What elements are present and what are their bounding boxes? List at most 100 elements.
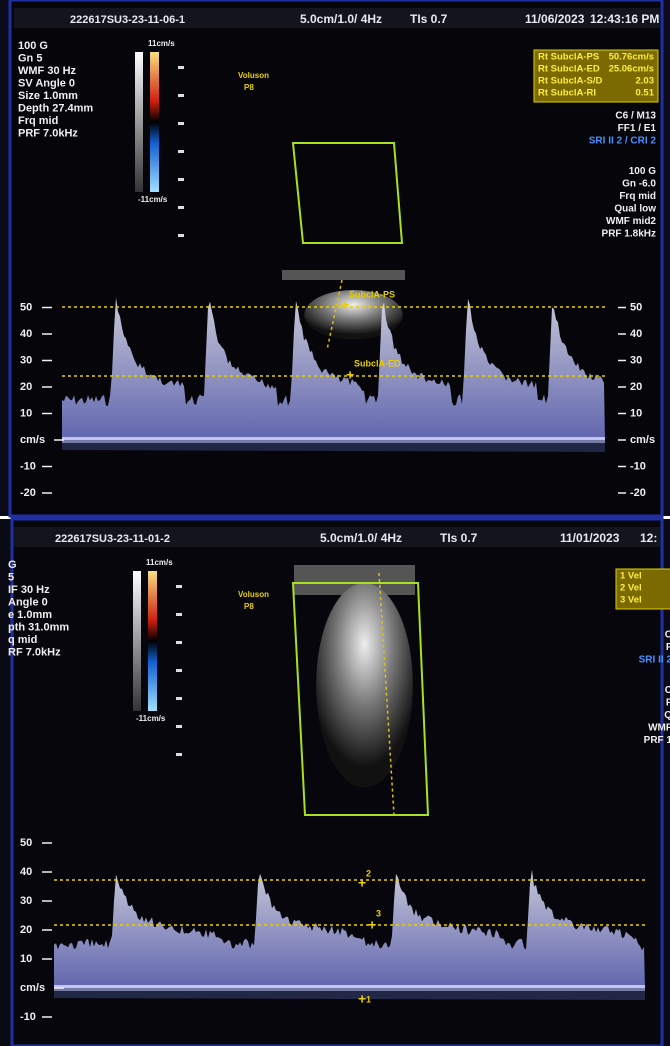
left-param: Depth 27.4mm [18, 102, 93, 114]
scale-tick [176, 641, 182, 644]
caliper-cross: + [368, 917, 376, 933]
right-param: SRI II 2 [639, 655, 670, 666]
header-time: 12:43:16 PM [590, 12, 659, 26]
right-param: Frq mid [619, 191, 656, 202]
axis-label-left: 50 [20, 837, 32, 849]
left-param: Frq mid [18, 115, 58, 127]
measure-label: 2 Vel [620, 583, 642, 594]
axis-label-right: -10 [630, 460, 646, 472]
doppler-waveform [62, 297, 605, 440]
axis-label-left: 20 [20, 381, 32, 393]
right-param: C [665, 685, 670, 696]
axis-label-right: 20 [630, 381, 642, 393]
axis-label-left: 10 [20, 953, 32, 965]
measure-value: 50.76cm/s [609, 52, 654, 63]
measure-label: Rt SubclA-ED [538, 64, 600, 75]
axis-label-right: cm/s [630, 434, 655, 446]
measure-box [533, 49, 659, 103]
axis-label-right: 10 [630, 407, 642, 419]
axis-label-left: cm/s [20, 434, 45, 446]
scale-tick [176, 585, 182, 588]
axis-label-left: -20 [20, 487, 36, 499]
right-param: F [666, 698, 670, 709]
scale-tick [176, 669, 182, 672]
gray-bar [133, 571, 141, 711]
measure-label: 1 Vel [620, 571, 642, 582]
color-bar-top: 11cm/s [146, 558, 173, 567]
right-param: F [666, 642, 670, 653]
axis-label-left: 40 [20, 328, 32, 340]
mirror-waveform [62, 440, 605, 452]
us-strip [282, 270, 405, 280]
mirror-waveform [54, 988, 645, 1000]
caliper-label: 1 [366, 994, 371, 1004]
scale-tick [178, 206, 184, 209]
color-bar [148, 571, 157, 711]
caliper-label: SubclA-PS [349, 289, 395, 299]
axis-label-right: -20 [630, 487, 646, 499]
scale-tick [176, 697, 182, 700]
axis-label-left: 20 [20, 924, 32, 936]
left-param: SV Angle 0 [18, 77, 75, 89]
right-param: C [665, 630, 670, 641]
scale-tick [178, 234, 184, 237]
axis-label-right: 40 [630, 328, 642, 340]
left-param: Angle 0 [8, 596, 48, 608]
right-param: PRF 1.8kHz [602, 229, 656, 240]
measure-label: 3 Vel [620, 595, 642, 606]
right-param: WMF mid2 [606, 216, 656, 227]
color-bar-top: 11cm/s [148, 39, 175, 48]
left-param: PRF 7.0kHz [18, 127, 78, 139]
scale-tick [176, 613, 182, 616]
sample-box [291, 582, 430, 816]
measure-value: 25.06cm/s [609, 64, 654, 75]
color-bar [150, 52, 159, 192]
header-bar [14, 527, 660, 547]
axis-label-left: 10 [20, 407, 32, 419]
probe-name: P8 [244, 602, 254, 611]
header-scale: 5.0cm/1.0/ 4Hz [300, 12, 382, 26]
axis-label-right: 30 [630, 354, 642, 366]
measure-value: 2.03 [636, 76, 655, 87]
left-param: Gn 5 [18, 52, 42, 64]
left-param: IF 30 Hz [8, 584, 50, 596]
header-date: 11/01/2023 [560, 531, 620, 545]
axis-label-left: 40 [20, 866, 32, 878]
scale-tick [178, 66, 184, 69]
caliper-cross: + [358, 875, 366, 891]
probe-brand: Voluson [238, 590, 269, 599]
us-image [316, 583, 413, 788]
header-id: 222617SU3-23-11-06-1 [70, 14, 185, 26]
caliper-label: SubclA-ED [354, 358, 401, 368]
right-param: Qual low [614, 204, 656, 215]
right-param: 100 G [629, 166, 656, 177]
left-param: G [8, 559, 17, 571]
caliper-label: 3 [376, 908, 381, 918]
axis-label-left: 50 [20, 301, 32, 313]
caliper-label: 2 [366, 868, 371, 878]
left-param: 100 G [18, 40, 48, 52]
header-time: 12: [640, 531, 657, 545]
axis-label-left: 30 [20, 895, 32, 907]
header-date: 11/06/2023 [525, 12, 585, 26]
scale-tick [178, 150, 184, 153]
scale-tick [176, 725, 182, 728]
scale-tick [178, 122, 184, 125]
header-tis: TIs 0.7 [440, 531, 478, 545]
doppler-waveform [54, 869, 645, 988]
axis-label-left: -10 [20, 1011, 36, 1023]
cursor-line [378, 572, 395, 816]
right-param: FF1 / E1 [618, 123, 657, 134]
left-param: e 1.0mm [8, 609, 52, 621]
right-param: Q [664, 710, 670, 721]
header-bar [14, 8, 660, 28]
right-param: SRI II 2 / CRI 2 [589, 136, 657, 147]
measure-box [615, 568, 670, 610]
us-image [304, 290, 403, 340]
caliper-cross: + [341, 297, 349, 313]
measure-label: Rt SubclA-PS [538, 52, 599, 63]
sample-box [291, 142, 404, 244]
measure-label: Rt SubclA-S/D [538, 76, 603, 87]
